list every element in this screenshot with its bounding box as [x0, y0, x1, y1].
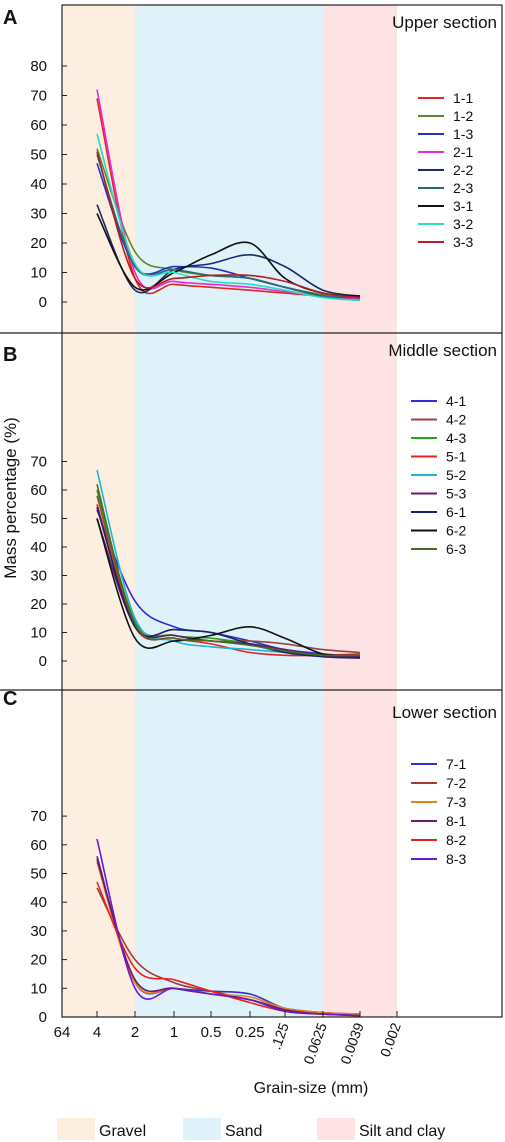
y-tick-label: 60: [30, 117, 47, 134]
x-tick-label: 0.0625: [300, 1020, 330, 1066]
panel-title: Middle section: [388, 341, 497, 360]
x-tick-label: 4: [93, 1024, 101, 1041]
panel-letter: B: [3, 344, 17, 366]
legend-label: 8-2: [446, 832, 466, 848]
legend-label: 3-1: [453, 198, 473, 214]
y-tick-label: 40: [30, 894, 47, 911]
series-line-3-2: [96, 133, 361, 302]
series-legend: 1-1 1-2 1-3 2-1 2-2 2-3 3-1 3-2 3-3: [418, 90, 473, 250]
x-tick-label: 1: [170, 1024, 178, 1041]
y-tick-label: 40: [30, 539, 47, 556]
legend-label: 2-3: [453, 180, 473, 196]
legend-label: 2-2: [453, 162, 473, 178]
legend-label: 7-2: [446, 775, 466, 791]
panels: A Upper section 0 10 20 30 40 50 60 70 80 1-1 1-2 1-3…: [3, 7, 497, 1026]
y-tick-label: 70: [30, 454, 47, 471]
y-tick-label: 80: [30, 58, 47, 75]
panel-letter: A: [3, 7, 17, 29]
legend-label: 7-3: [446, 794, 466, 810]
panel-letter: C: [3, 688, 17, 710]
legend-label: 1-1: [453, 90, 473, 106]
series-line-8-3: [96, 838, 361, 1017]
y-tick-label: 20: [30, 235, 47, 252]
band-sand: [135, 5, 323, 1017]
y-tick-label: 10: [30, 980, 47, 997]
band-legend-label: Silt and clay: [359, 1123, 445, 1140]
x-tick-label: 0.0039: [337, 1020, 367, 1066]
x-axis-label: Grain-size (mm): [254, 1080, 369, 1097]
x-tick-label: 0.002: [377, 1020, 404, 1059]
y-tick-label: 40: [30, 176, 47, 193]
x-tick-label: 2: [131, 1024, 139, 1041]
panel-b: B Middle section 0 10 20 30 40 50 60 70 4-1 4-2 4-3 5…: [3, 341, 497, 670]
series-line-2-3: [96, 154, 361, 299]
y-tick-label: 10: [30, 265, 47, 282]
legend-label: 4-1: [446, 393, 466, 409]
band-legend-swatch: [183, 1118, 221, 1140]
x-tick-label: 0.5: [201, 1024, 222, 1041]
series-line-6-2: [96, 518, 361, 657]
legend-label: 2-1: [453, 144, 473, 160]
y-tick-label: 70: [30, 808, 47, 825]
band-silt-clay: [323, 5, 397, 1017]
series-line-6-1: [96, 506, 361, 659]
legend-label: 5-3: [446, 486, 466, 502]
legend-label: 7-1: [446, 756, 466, 772]
y-tick-label: 50: [30, 147, 47, 164]
series-legend: 4-1 4-2 4-3 5-1 5-2 5-3 6-1 6-2 6-3: [411, 393, 466, 557]
legend-label: 1-3: [453, 126, 473, 142]
band-legend-swatch: [57, 1118, 95, 1140]
legend-label: 4-3: [446, 430, 466, 446]
y-tick-label: 70: [30, 88, 47, 105]
grain-class-bands: [62, 5, 397, 1017]
panel-c: C Lower section 0 10 20 30 40 50 60 70 7-1 7-2 7-3 8-…: [3, 688, 497, 1026]
plot-frame: [61, 4, 503, 1018]
legend-label: 5-1: [446, 449, 466, 465]
y-tick-label: 0: [39, 1009, 47, 1026]
band-legend-swatch: [317, 1118, 355, 1140]
legend-label: 1-2: [453, 108, 473, 124]
y-tick-label: 50: [30, 511, 47, 528]
legend-label: 6-1: [446, 504, 466, 520]
y-tick-label: 30: [30, 568, 47, 585]
panel-frames: [0, 4, 503, 1018]
band-legend-label: Gravel: [99, 1123, 146, 1140]
legend-label: 8-3: [446, 851, 466, 867]
y-tick-label: 10: [30, 625, 47, 642]
y-tick-label: 0: [39, 294, 47, 311]
legend-label: 4-2: [446, 412, 466, 428]
y-tick-label: 20: [30, 952, 47, 969]
y-tick-label: 20: [30, 596, 47, 613]
panel-a: A Upper section 0 10 20 30 40 50 60 70 80 1-1 1-2 1-3…: [3, 7, 497, 311]
x-axis: 64 4 2 1 0.5 0.25.125 0.0625 0.0039 0.002: [54, 1011, 404, 1066]
series-line-2-2: [96, 204, 361, 297]
y-tick-label: 50: [30, 866, 47, 883]
panel-title: Lower section: [392, 703, 497, 722]
legend-label: 5-2: [446, 467, 466, 483]
y-tick-label: 60: [30, 482, 47, 499]
panel-title: Upper section: [392, 13, 497, 32]
legend-label: 3-3: [453, 234, 473, 250]
y-tick-label: 30: [30, 923, 47, 940]
y-axis-label: Mass percentage (%): [1, 417, 20, 579]
series-legend: 7-1 7-2 7-3 8-1 8-2 8-3: [411, 756, 466, 867]
legend-label: 8-1: [446, 813, 466, 829]
y-tick-label: 60: [30, 837, 47, 854]
x-tick-label: 64: [54, 1024, 71, 1041]
x-tick-label: 0.25: [235, 1024, 264, 1041]
legend-label: 3-2: [453, 216, 473, 232]
band-legend: Gravel Sand Silt and clay: [57, 1118, 445, 1140]
series-line-6-3: [96, 484, 361, 657]
y-tick-label: 0: [39, 653, 47, 670]
series-line-3-3: [96, 151, 361, 299]
legend-label: 6-2: [446, 523, 466, 539]
band-legend-label: Sand: [225, 1123, 262, 1140]
x-tick-label: .125: [267, 1020, 291, 1051]
legend-label: 6-3: [446, 541, 466, 557]
y-tick-label: 30: [30, 206, 47, 223]
